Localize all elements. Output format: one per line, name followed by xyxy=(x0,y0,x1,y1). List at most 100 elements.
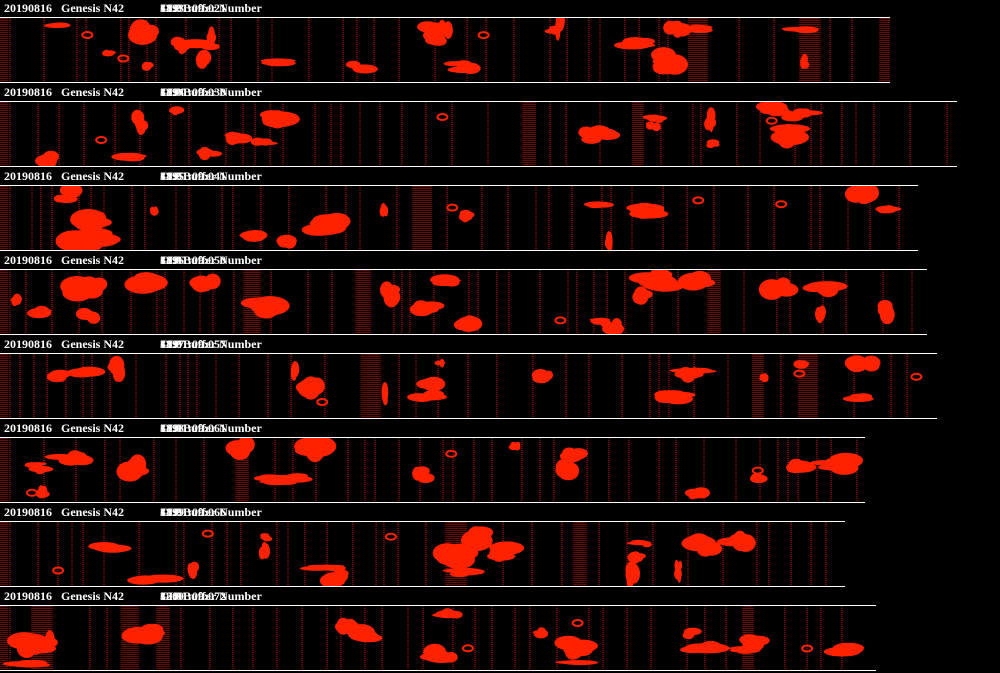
buffer-bottom-border xyxy=(0,166,957,167)
particle-blob xyxy=(294,438,337,463)
buffer-date: 20190816 xyxy=(4,1,52,15)
particle-blob xyxy=(149,206,159,216)
particle-blob xyxy=(206,26,217,47)
buffer-top-border xyxy=(0,605,876,606)
ring-particle xyxy=(81,31,94,39)
particle-blob xyxy=(875,205,902,214)
particle-blob xyxy=(116,454,150,482)
buffer-top-border xyxy=(0,17,890,18)
particle-blob xyxy=(224,131,253,145)
buffer-time: 18:01:09:030 xyxy=(160,85,226,99)
particle-blob xyxy=(544,25,562,35)
buffer-date: 20190816 xyxy=(4,85,52,99)
ring-particle xyxy=(765,116,778,125)
buffer-number: 3196 xyxy=(160,253,184,267)
particle-blob xyxy=(438,19,453,39)
particle-blob xyxy=(677,270,716,291)
particle-blob xyxy=(706,139,720,149)
buffer-bottom-border xyxy=(0,334,927,335)
buffer-time: 18:01:09:072 xyxy=(160,589,226,603)
particle-blob xyxy=(379,203,389,217)
probe-name: Genesis N42 xyxy=(61,589,124,603)
particle-blob xyxy=(260,58,296,67)
buffer-label: CIP Buffer Number xyxy=(160,169,262,183)
ring-particle xyxy=(816,286,829,295)
particle-blob xyxy=(319,569,349,586)
particle-blob xyxy=(842,393,874,402)
particle-blob xyxy=(632,286,653,305)
buffer-label: CIP Buffer Number xyxy=(160,505,262,519)
particle-blob xyxy=(131,109,149,135)
particle-image-panel xyxy=(0,522,845,586)
particle-blob xyxy=(124,272,168,294)
particle-blob xyxy=(531,369,554,384)
particle-blob xyxy=(802,281,848,298)
buffer-label: CIP Buffer Number xyxy=(160,85,262,99)
buffer-time: 18:01:09:057 xyxy=(160,337,226,351)
particle-blob xyxy=(250,137,278,146)
particle-image-panel xyxy=(0,438,865,502)
particle-blob xyxy=(195,49,212,69)
buffer-number: 3197 xyxy=(160,337,184,351)
particle-blob xyxy=(589,317,611,325)
particle-blob xyxy=(432,608,463,619)
particle-image-svg xyxy=(0,18,890,82)
particle-blob xyxy=(259,110,300,129)
particle-blob xyxy=(46,369,71,383)
buffer-label: CIP Buffer Number xyxy=(160,337,262,351)
ring-particle xyxy=(52,566,65,575)
particle-blob xyxy=(290,361,300,381)
buffer-label: CIP Buffer Number xyxy=(160,253,262,267)
ring-particle xyxy=(95,136,108,144)
particle-blob xyxy=(674,559,683,583)
particle-blob xyxy=(601,318,625,334)
particle-blob xyxy=(239,230,268,242)
buffer-date: 20190816 xyxy=(4,337,52,351)
buffer-top-border xyxy=(0,521,845,522)
ring-particle xyxy=(571,619,584,627)
buffer-time: 18:01:09:021 xyxy=(160,1,226,15)
particle-blob xyxy=(111,152,147,162)
particle-blob xyxy=(335,617,360,635)
particle-blob xyxy=(189,273,221,293)
ring-particle xyxy=(910,372,923,381)
particle-blob xyxy=(682,627,702,640)
particle-blob xyxy=(258,541,270,560)
buffer-date: 20190816 xyxy=(4,253,52,267)
particle-blob xyxy=(168,106,185,116)
particle-blob xyxy=(53,186,83,204)
particle-blob xyxy=(345,60,379,74)
particle-image-svg xyxy=(0,270,913,334)
particle-blob xyxy=(685,24,713,34)
particle-blob xyxy=(271,473,313,484)
particle-blob xyxy=(442,568,485,578)
buffer-strip: 20190816 Genesis N42 18:01:09:030 CIP Buff… xyxy=(0,84,1000,168)
probe-name: Genesis N42 xyxy=(61,337,124,351)
buffer-strip: 20190816 Genesis N42 18:01:09:041 CIP Buff… xyxy=(0,168,1000,252)
particle-blob xyxy=(453,315,483,332)
particle-blob xyxy=(260,533,273,542)
buffer-number: 3193 xyxy=(160,1,184,15)
particle-blob xyxy=(781,26,819,34)
particle-blob xyxy=(555,457,580,481)
particle-blob xyxy=(613,37,656,50)
particle-image-panel xyxy=(0,354,937,418)
ring-particle xyxy=(751,466,764,475)
particle-blob xyxy=(739,634,770,651)
particle-blob xyxy=(823,642,865,657)
buffer-date: 20190816 xyxy=(4,421,52,435)
particle-blob xyxy=(642,114,668,123)
particle-blob xyxy=(844,355,881,373)
buffer-bottom-border xyxy=(0,670,876,671)
particle-image-svg xyxy=(0,186,902,250)
buffer-top-border xyxy=(0,353,937,354)
buffer-top-border xyxy=(0,269,927,270)
particle-blob xyxy=(75,308,101,324)
particle-blob xyxy=(626,539,652,548)
buffer-date: 20190816 xyxy=(4,169,52,183)
particle-blob xyxy=(196,146,223,161)
particle-blob xyxy=(684,487,710,500)
buffer-label: CIP Buffer Number xyxy=(160,421,262,435)
buffer-number: 3200 xyxy=(160,589,184,603)
particle-blob xyxy=(107,355,126,382)
